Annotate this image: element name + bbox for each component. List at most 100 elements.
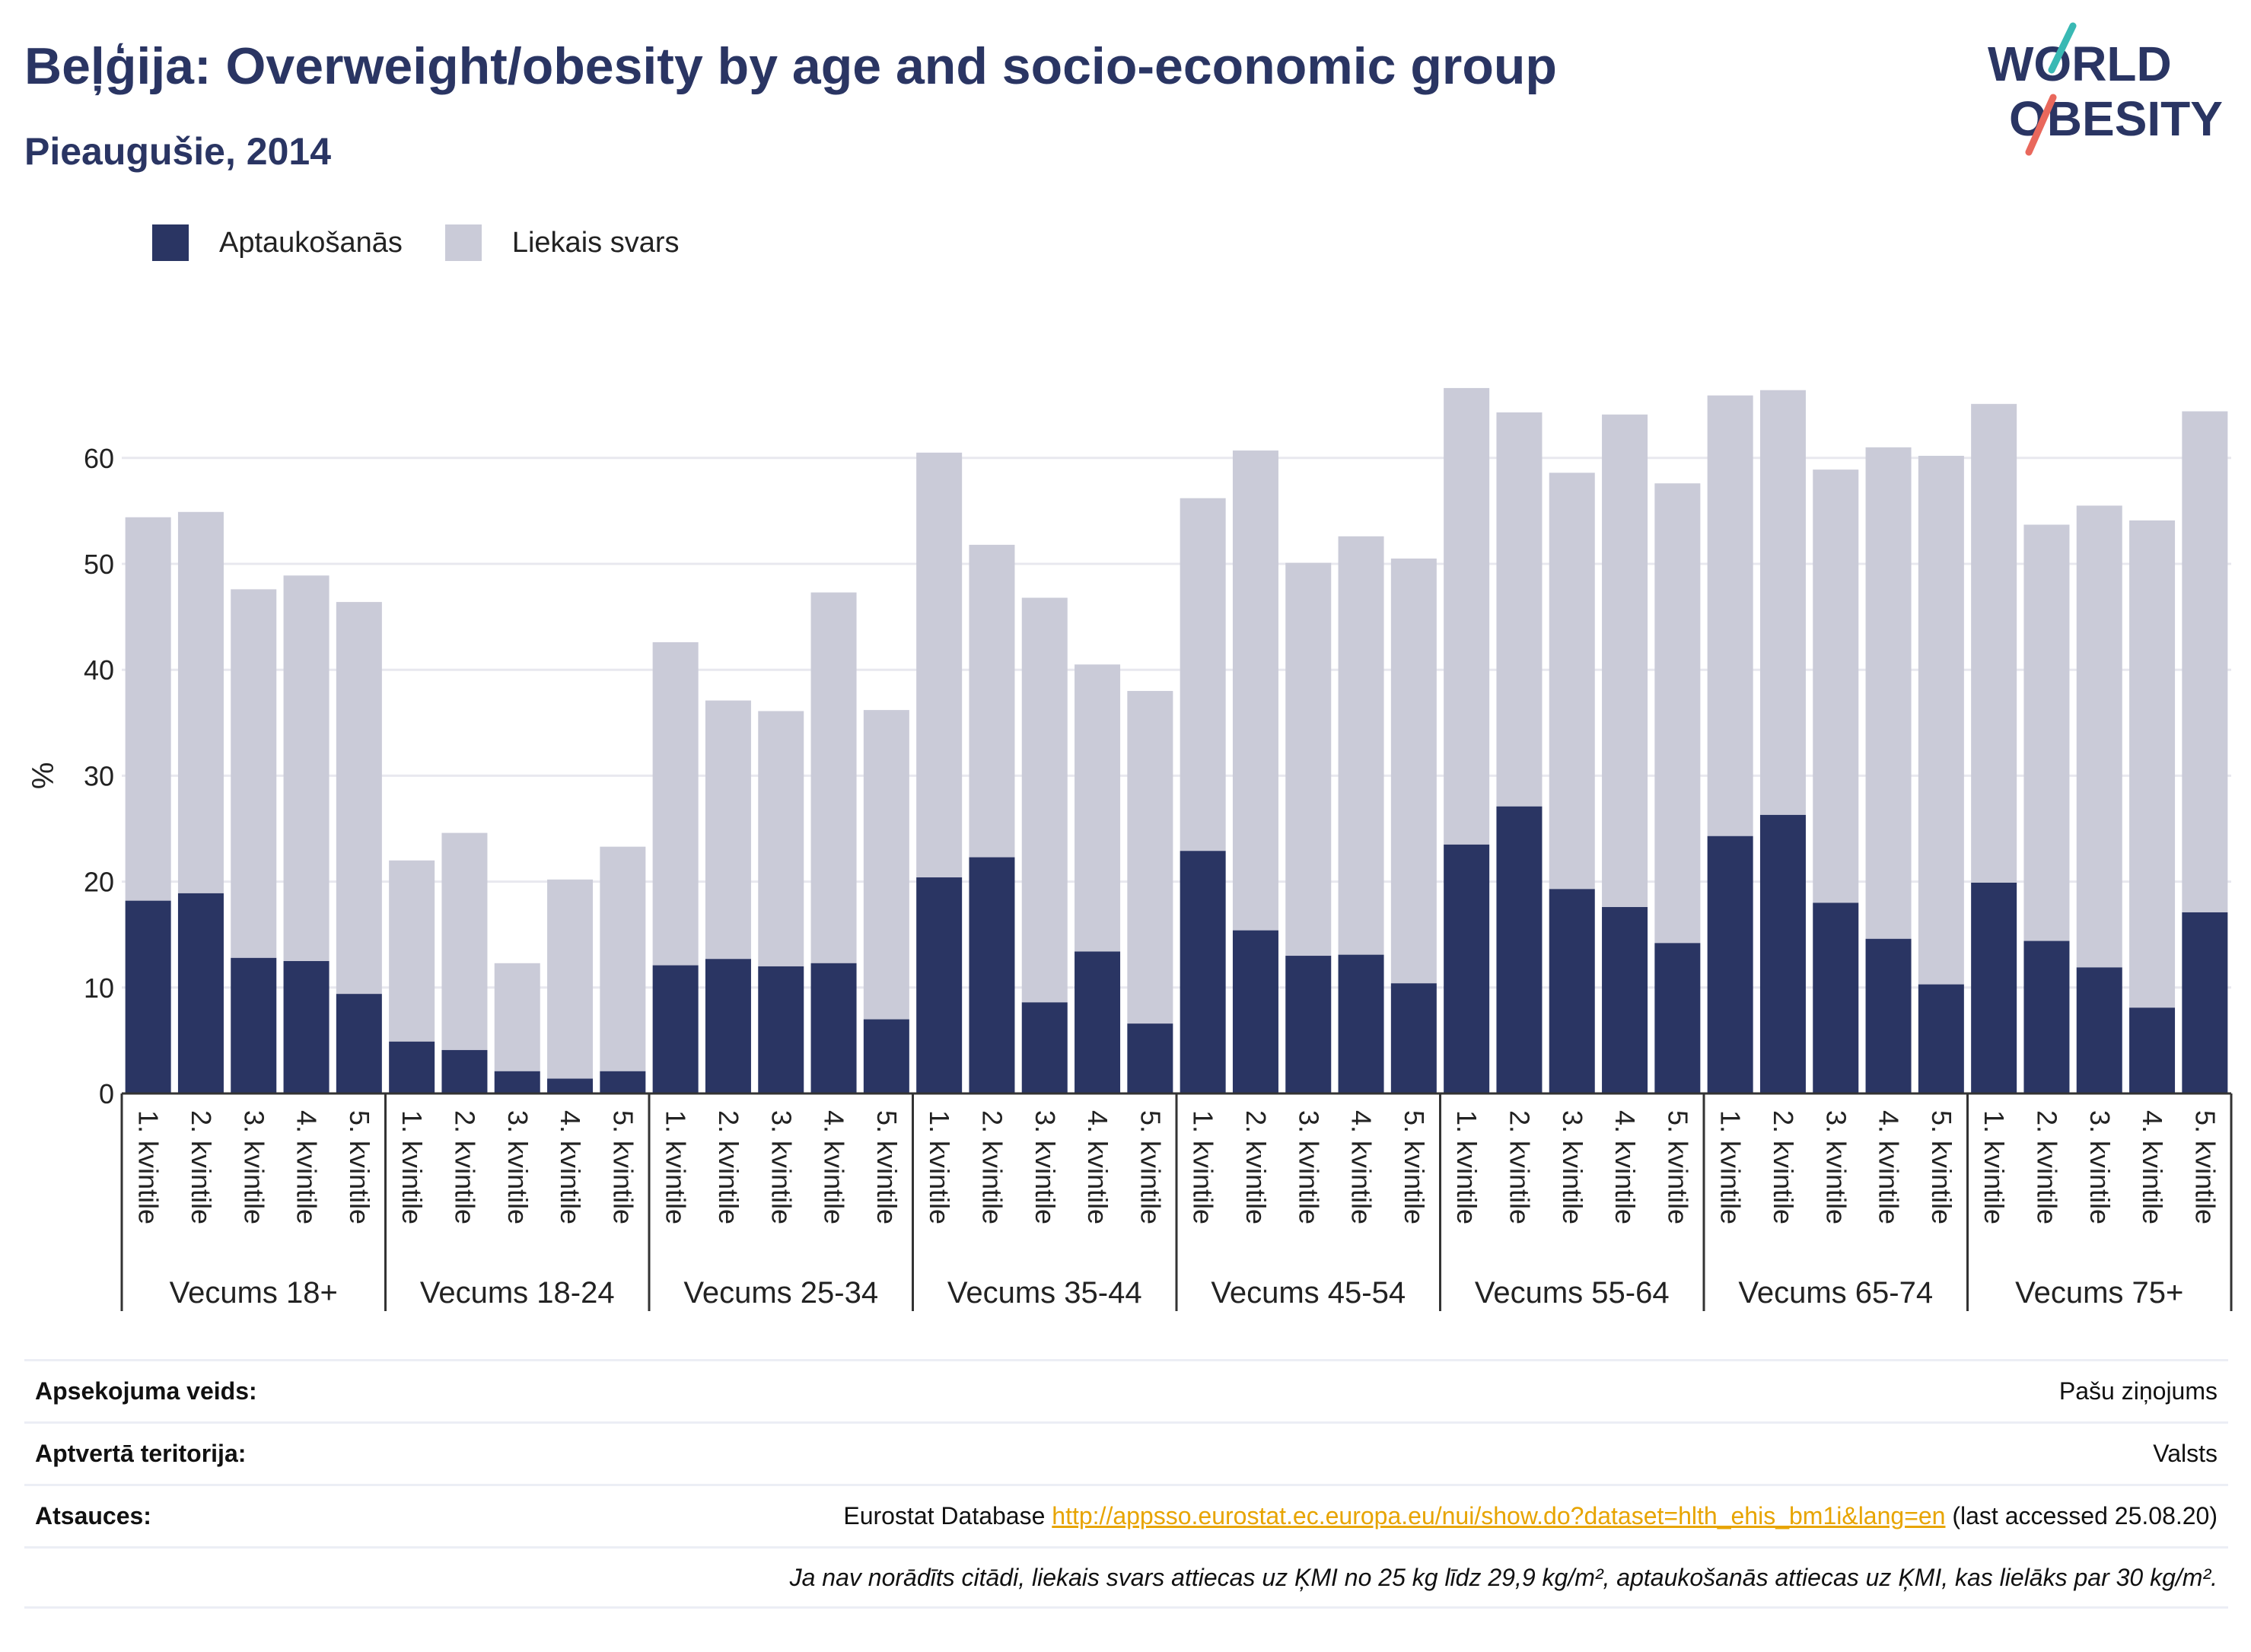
bar-obesity: [1444, 844, 1490, 1093]
bar-obesity: [125, 900, 171, 1093]
y-tick-label: 20: [84, 867, 114, 898]
x-tick-label: 4. kvintile: [291, 1110, 323, 1224]
x-tick-label: 3. kvintile: [766, 1110, 797, 1224]
references-value: Eurostat Database http://appsso.eurostat…: [843, 1502, 2218, 1530]
x-tick-label: 3. kvintile: [1293, 1110, 1324, 1224]
x-tick-label: 1. kvintile: [1979, 1110, 2010, 1224]
bar-obesity: [916, 877, 963, 1093]
bar-obesity: [1285, 956, 1332, 1093]
bar-obesity: [336, 994, 382, 1093]
bar-overweight: [231, 589, 277, 958]
x-tick-label: 4. kvintile: [1874, 1110, 1905, 1224]
chart-subtitle: Pieaugušie, 2014: [24, 130, 332, 173]
bar-obesity: [1021, 1002, 1068, 1093]
bar-chart: 0 10 20 30 40 50 60% 1. kvintile 2. kvintile 3. k…: [27, 387, 2233, 1311]
coverage-label: Aptvertā teritorija:: [35, 1440, 247, 1467]
bar-obesity: [1075, 951, 1121, 1093]
bar-obesity: [1759, 814, 1806, 1093]
x-tick-label: 2. kvintile: [449, 1110, 480, 1224]
bar-overweight: [1232, 450, 1278, 931]
y-tick-label: 60: [84, 443, 114, 474]
x-tick-label: 2. kvintile: [186, 1110, 217, 1224]
coverage-value: Valsts: [2153, 1440, 2218, 1467]
x-tick-label: 2. kvintile: [1240, 1110, 1272, 1224]
legend-item-obesity[interactable]: Aptaukošanās: [152, 224, 403, 261]
bar-overweight: [810, 592, 857, 963]
group-label: Vecums 45-54: [1211, 1276, 1406, 1310]
x-tick-label: 4. kvintile: [1346, 1110, 1377, 1224]
bar-obesity: [600, 1071, 646, 1093]
logo-slash-red: [2025, 94, 2057, 156]
bar-obesity: [758, 966, 804, 1093]
bar-obesity: [1338, 954, 1384, 1093]
bar-overweight: [177, 511, 224, 893]
bar-obesity: [1918, 984, 1964, 1093]
logo-text-world: WORLD: [1988, 37, 2172, 91]
chart-title: Beļģija: Overweight/obesity by age and s…: [24, 37, 1557, 95]
bar-overweight: [1654, 483, 1701, 944]
bar-overweight: [125, 517, 171, 901]
bar-obesity: [863, 1019, 909, 1093]
bar-obesity: [2023, 941, 2070, 1093]
bar-obesity: [2129, 1007, 2176, 1093]
x-tick-label: 1. kvintile: [924, 1110, 955, 1224]
bar-overweight: [1075, 664, 1121, 952]
bar-overweight: [1021, 597, 1068, 1003]
group-label: Vecums 75+: [2015, 1276, 2183, 1310]
bar-obesity: [1707, 836, 1753, 1093]
bar-overweight: [1338, 536, 1384, 955]
references-link[interactable]: http://appsso.eurostat.ec.europa.eu/nui/…: [1052, 1502, 1946, 1529]
x-tick-label: 5. kvintile: [607, 1110, 638, 1224]
meta-row-coverage: Aptvertā teritorija: Valsts: [24, 1421, 2228, 1484]
bar-obesity: [810, 963, 857, 1093]
bar-obesity: [1232, 930, 1278, 1093]
legend-swatch-overweight: [444, 224, 482, 261]
bar-overweight: [494, 963, 540, 1071]
y-axis-label: %: [27, 762, 60, 790]
group-label: Vecums 25-34: [683, 1276, 878, 1310]
x-tick-label: 2. kvintile: [1504, 1110, 1535, 1224]
bar-overweight: [1918, 456, 1964, 985]
bar-obesity: [2076, 967, 2122, 1093]
bar-overweight: [2182, 411, 2228, 912]
x-tick-label: 5. kvintile: [344, 1110, 375, 1224]
x-tick-label: 5. kvintile: [871, 1110, 903, 1224]
bar-overweight: [547, 879, 594, 1079]
y-tick-label: 50: [84, 549, 114, 580]
bar-overweight: [1759, 390, 1806, 815]
x-tick-label: 1. kvintile: [133, 1110, 164, 1224]
bar-overweight: [336, 602, 382, 995]
bar-overweight: [1180, 498, 1226, 851]
bar-obesity: [705, 959, 751, 1093]
bar-overweight: [1285, 562, 1332, 957]
bar-overweight: [916, 452, 963, 878]
bar-obesity: [1813, 902, 1859, 1093]
x-tick-label: 4. kvintile: [1609, 1110, 1641, 1224]
bar-obesity: [231, 957, 277, 1093]
references-label: Atsauces:: [35, 1502, 151, 1529]
legend-item-overweight[interactable]: Liekais svars: [444, 224, 679, 261]
bar-obesity: [652, 965, 699, 1093]
meta-row-survey: Apsekojuma veids: Pašu ziņojums: [24, 1359, 2228, 1421]
bar-overweight: [863, 710, 909, 1020]
bar-obesity: [1496, 806, 1543, 1093]
x-tick-label: 5. kvintile: [1662, 1110, 1693, 1224]
bar-obesity: [494, 1071, 540, 1093]
bar-obesity: [547, 1078, 594, 1093]
bar-overweight: [2023, 524, 2070, 941]
x-tick-label: 1. kvintile: [1715, 1110, 1746, 1224]
y-tick-label: 30: [84, 760, 114, 791]
x-tick-label: 1. kvintile: [1451, 1110, 1482, 1224]
bar-overweight: [1707, 395, 1753, 836]
x-tick-label: 2. kvintile: [713, 1110, 744, 1224]
y-tick-label: 0: [99, 1078, 114, 1109]
meta-row-note: Ja nav norādīts citādi, liekais svars at…: [24, 1546, 2228, 1609]
x-tick-label: 3. kvintile: [1557, 1110, 1588, 1224]
x-tick-label: 3. kvintile: [2084, 1110, 2116, 1224]
bar-overweight: [652, 642, 699, 966]
bar-obesity: [969, 857, 1015, 1093]
x-tick-label: 3. kvintile: [502, 1110, 533, 1224]
y-tick-label: 40: [84, 654, 114, 686]
logo-slash-teal: [2048, 22, 2077, 74]
bar-obesity: [1602, 907, 1648, 1093]
